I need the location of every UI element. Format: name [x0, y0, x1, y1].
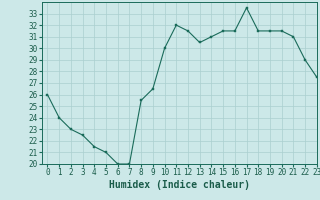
X-axis label: Humidex (Indice chaleur): Humidex (Indice chaleur)	[109, 180, 250, 190]
